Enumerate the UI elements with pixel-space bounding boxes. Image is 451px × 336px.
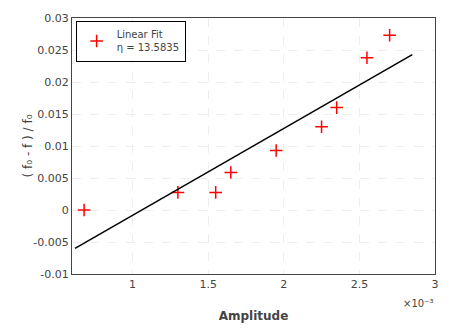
svg-text:( f₀ - f ) / f₀: ( f₀ - f ) / f₀ xyxy=(21,114,35,177)
svg-text:2: 2 xyxy=(280,278,287,291)
svg-text:0.01: 0.01 xyxy=(44,140,69,153)
svg-text:1: 1 xyxy=(129,278,136,291)
svg-text:0.03: 0.03 xyxy=(44,12,69,25)
svg-text:×10⁻³: ×10⁻³ xyxy=(403,298,433,309)
svg-text:1.5: 1.5 xyxy=(199,278,217,291)
svg-text:2.5: 2.5 xyxy=(351,278,369,291)
svg-text:3: 3 xyxy=(432,278,439,291)
svg-text:-0.01: -0.01 xyxy=(40,268,68,281)
svg-text:0.025: 0.025 xyxy=(37,44,69,57)
svg-text:0.02: 0.02 xyxy=(44,76,69,89)
svg-text:Linear Fitη = 13.5835: Linear Fitη = 13.5835 xyxy=(117,29,179,53)
svg-text:-0.005: -0.005 xyxy=(33,236,68,249)
svg-text:0: 0 xyxy=(62,204,69,217)
svg-text:0.005: 0.005 xyxy=(37,172,69,185)
svg-text:0.015: 0.015 xyxy=(37,108,69,121)
svg-text:Amplitude: Amplitude xyxy=(219,309,289,323)
